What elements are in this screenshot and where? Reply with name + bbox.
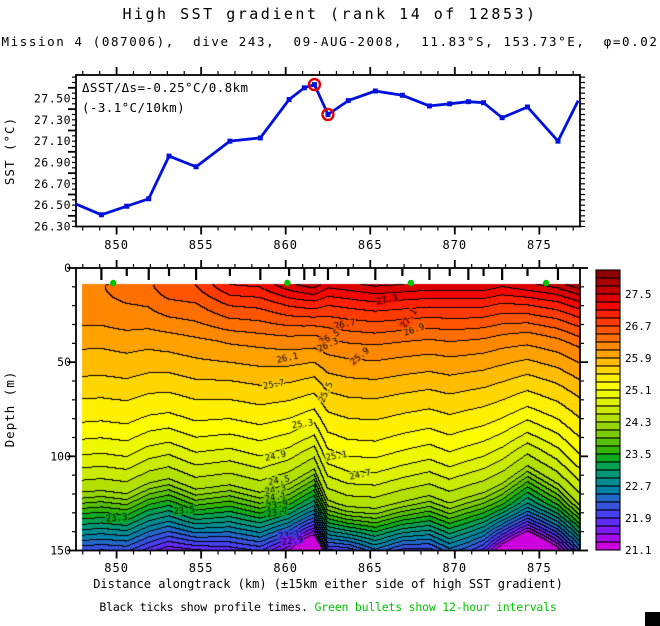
sst-point-marker <box>481 100 487 106</box>
svg-text:865: 865 <box>358 238 383 252</box>
sst-line-series <box>75 77 580 218</box>
sst-point-marker <box>325 111 331 117</box>
svg-text:870: 870 <box>442 238 467 252</box>
svg-text:27.50: 27.50 <box>34 91 71 105</box>
green-bullet <box>110 279 117 287</box>
sst-point-marker <box>227 138 233 144</box>
depth-section-axes <box>68 260 588 559</box>
caption: Black ticks show profile times. Green bu… <box>0 600 656 614</box>
svg-text:22.7: 22.7 <box>625 480 652 493</box>
gradient-annotation: ΔSST/Δs=-0.25°C/0.8km (-3.1°C/10km) <box>82 80 248 115</box>
sst-point-marker <box>124 203 130 209</box>
svg-text:26.7: 26.7 <box>625 320 652 333</box>
sst-point-marker <box>98 212 104 218</box>
svg-text:Depth (m): Depth (m) <box>2 371 17 448</box>
svg-text:865: 865 <box>358 561 383 575</box>
svg-text:27.30: 27.30 <box>34 113 71 127</box>
gradient-highlight-circle <box>321 107 335 122</box>
page-title: High SST gradient (rank 14 of 12853) <box>122 5 538 23</box>
gradient-highlight-circle <box>307 77 322 92</box>
profile-time-ticks <box>100 268 560 280</box>
svg-text:855: 855 <box>189 561 214 575</box>
sst-point-marker <box>166 153 172 159</box>
caption-black-ticks: Black ticks show profile times. <box>99 600 315 614</box>
svg-text:21.9: 21.9 <box>625 512 652 525</box>
sst-point-marker <box>499 115 505 121</box>
green-bullet <box>407 279 415 287</box>
sst-point-marker <box>447 101 453 107</box>
svg-text:27.10: 27.10 <box>34 134 71 148</box>
svg-text:21.1: 21.1 <box>625 544 652 557</box>
corner-square <box>645 612 660 626</box>
svg-text:850: 850 <box>104 561 129 575</box>
sst-point-marker <box>426 103 432 109</box>
svg-text:50: 50 <box>57 355 71 369</box>
sst-point-marker <box>257 135 263 141</box>
depth-y-axis-title: Depth (m) <box>2 371 17 448</box>
sst-point-marker <box>555 138 561 144</box>
green-bullet <box>284 279 291 287</box>
svg-text:875: 875 <box>527 561 552 575</box>
svg-text:100: 100 <box>50 449 71 463</box>
sst-point-marker <box>345 98 351 104</box>
svg-text:26.90: 26.90 <box>34 155 71 169</box>
sst-y-axis-title: SST (°C) <box>2 117 17 185</box>
x-axis-label: Distance alongtrack (km) (±15km either s… <box>93 577 563 591</box>
svg-text:150: 150 <box>50 544 71 558</box>
sst-point-marker <box>465 99 471 105</box>
sst-point-marker <box>372 88 378 94</box>
sst-point-marker <box>525 104 531 110</box>
svg-text:25.9: 25.9 <box>625 352 652 365</box>
sst-point-marker <box>146 196 152 202</box>
svg-text:SST (°C): SST (°C) <box>2 117 17 185</box>
sst-point-marker <box>301 85 307 91</box>
sst-point-marker <box>193 164 199 170</box>
svg-text:27.5: 27.5 <box>625 288 652 301</box>
svg-text:860: 860 <box>273 238 298 252</box>
svg-text:855: 855 <box>189 238 214 252</box>
sst-chart-axes <box>68 67 585 235</box>
svg-text:26.50: 26.50 <box>34 198 71 212</box>
svg-text:24.3: 24.3 <box>625 416 652 429</box>
svg-text:26.70: 26.70 <box>34 177 71 191</box>
green-bullet <box>542 279 550 287</box>
svg-text:870: 870 <box>442 561 467 575</box>
svg-text:0: 0 <box>64 261 71 275</box>
svg-text:25.1: 25.1 <box>625 384 652 397</box>
sst-chart-tick-labels: 850 855 860 865 870 875 26.30 26.50 26.70 26.90 27… <box>34 91 552 252</box>
svg-text:860: 860 <box>273 561 298 575</box>
contour-plot <box>76 268 580 551</box>
gradient-annotation-line1: ΔSST/Δs=-0.25°C/0.8km <box>82 80 248 95</box>
sst-point-marker <box>286 97 292 103</box>
subtitle: Mission 4 (087006), dive 243, 09-AUG-200… <box>1 34 659 49</box>
sst-point-marker <box>399 92 405 98</box>
svg-text:875: 875 <box>527 238 552 252</box>
svg-text:850: 850 <box>104 238 129 252</box>
caption-green-bullets: Green bullets show 12-hour intervals <box>314 600 557 614</box>
colorbar: 27.5 26.7 25.9 25.1 24.3 23.5 22.7 21.9 21.1 <box>595 269 652 557</box>
gradient-annotation-line2: (-3.1°C/10km) <box>82 100 185 115</box>
twelve-hour-bullets <box>110 279 550 287</box>
depth-section-tick-labels: 850 855 860 865 870 875 0 50 100 150 <box>50 261 552 575</box>
svg-text:26.30: 26.30 <box>34 220 71 234</box>
svg-text:23.5: 23.5 <box>625 448 652 461</box>
sst-point-marker <box>311 82 317 88</box>
